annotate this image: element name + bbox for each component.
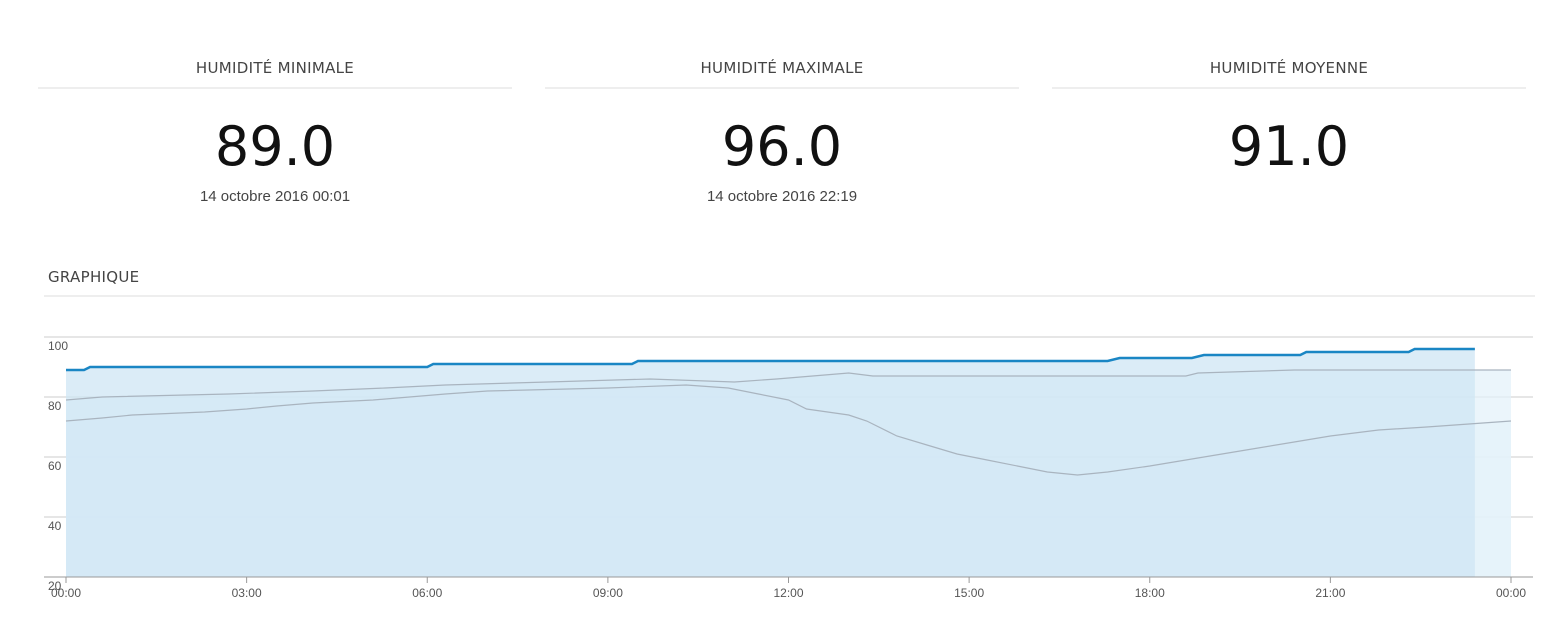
x-tick-label: 12:00 xyxy=(773,586,803,600)
x-tick-label: 09:00 xyxy=(593,586,623,600)
y-tick-label: 100 xyxy=(48,339,68,353)
stat-date: 14 octobre 2016 22:19 xyxy=(707,188,857,205)
x-tick-label: 18:00 xyxy=(1135,586,1165,600)
stat-title: HUMIDITÉ MAXIMALE xyxy=(700,58,863,77)
x-tick-label: 21:00 xyxy=(1315,586,1345,600)
line xyxy=(65,369,1511,401)
area xyxy=(66,349,1475,577)
stat-value: 91.0 xyxy=(1229,115,1349,178)
line xyxy=(65,384,1512,476)
x-tick-label: 00:00 xyxy=(51,586,81,600)
section-title: GRAPHIQUE xyxy=(48,268,139,286)
y-tick-label: 20 xyxy=(48,579,62,593)
x-tick-label: 06:00 xyxy=(412,586,442,600)
x-tick-label: 15:00 xyxy=(954,586,984,600)
stat-value: 89.0 xyxy=(215,115,335,178)
stat-date: 14 octobre 2016 00:01 xyxy=(200,188,350,205)
y-tick-label: 40 xyxy=(48,519,62,533)
y-tick-label: 80 xyxy=(48,399,62,413)
x-tick-label: 03:00 xyxy=(232,586,262,600)
stat-title: HUMIDITÉ MINIMALE xyxy=(196,58,354,77)
y-tick-label: 60 xyxy=(48,459,62,473)
stat-title: HUMIDITÉ MOYENNE xyxy=(1210,58,1368,77)
x-tick-label: 00:00 xyxy=(1496,586,1526,600)
stat-value: 96.0 xyxy=(722,115,842,178)
line xyxy=(66,347,1475,372)
